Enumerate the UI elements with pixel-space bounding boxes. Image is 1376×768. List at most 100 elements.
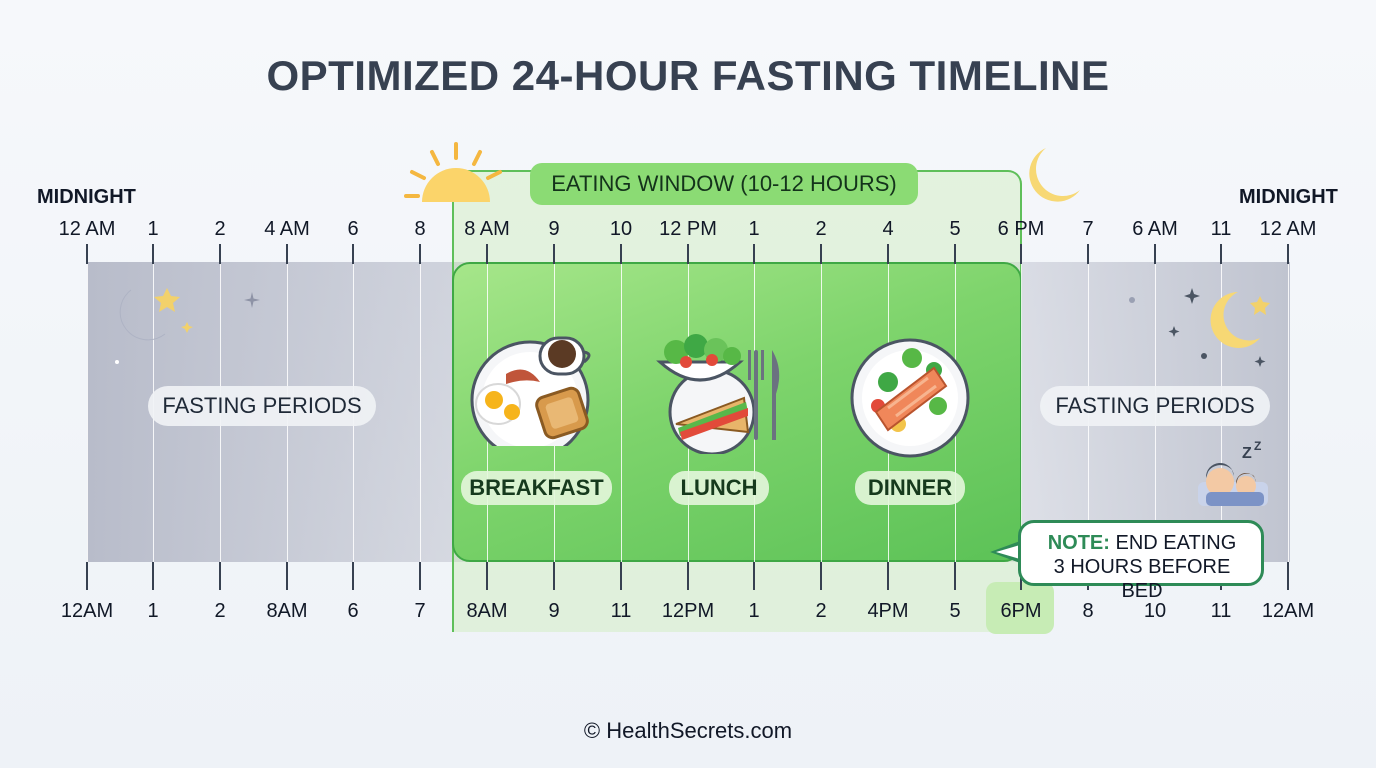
tick-mark <box>486 562 488 590</box>
top-tick-label: 11 <box>1210 218 1232 240</box>
bottom-tick-label: 2 <box>815 600 827 622</box>
footer-credit: © HealthSecrets.com <box>583 718 793 743</box>
fasting-periods-left: FASTING PERIODS <box>148 386 376 426</box>
gridline <box>87 262 88 562</box>
top-tick-label: 12 AM <box>1259 218 1317 240</box>
note-prefix: NOTE: <box>1047 532 1110 554</box>
gridline <box>420 262 421 562</box>
note-callout: NOTE: END EATING 3 HOURS BEFORE BED <box>1018 520 1264 602</box>
gridline <box>821 262 822 562</box>
sparkle-icon <box>244 292 260 308</box>
tick-mark <box>486 244 488 264</box>
tick-mark <box>553 244 555 264</box>
dinner-icon <box>850 338 970 458</box>
top-tick-label: 10 <box>609 218 633 240</box>
tick-mark <box>1287 244 1289 264</box>
tick-mark <box>620 562 622 590</box>
gridline <box>1021 262 1022 562</box>
top-tick-label: 8 <box>414 218 426 240</box>
bottom-tick-label: 5 <box>949 600 961 622</box>
night-moon-left-icon <box>115 288 193 364</box>
bottom-tick-label: 8 <box>1082 600 1094 622</box>
eating-window-label: EATING WINDOW (10-12 HOURS) <box>530 163 918 205</box>
dinner-label: DINNER <box>855 471 965 505</box>
tick-mark <box>820 244 822 264</box>
top-tick-label: 2 <box>815 218 827 240</box>
page-title: OPTIMIZED 24-HOUR FASTING TIMELINE <box>266 52 1110 99</box>
note-line2: 3 HOURS BEFORE BED <box>1053 556 1231 602</box>
moon-icon <box>1029 148 1080 202</box>
gridline <box>1288 262 1289 562</box>
tick-mark <box>152 562 154 590</box>
bottom-tick-label: 4PM <box>867 600 909 622</box>
six-pm-highlight <box>986 582 1054 634</box>
top-tick-label: 6 AM <box>1132 218 1178 240</box>
top-tick-label: 1 <box>147 218 159 240</box>
tick-mark <box>152 244 154 264</box>
tick-mark <box>352 244 354 264</box>
top-tick-label: 6 <box>347 218 359 240</box>
tick-mark <box>954 244 956 264</box>
tick-mark <box>887 244 889 264</box>
breakfast-label: BREAKFAST <box>461 471 612 505</box>
tick-mark <box>1154 244 1156 264</box>
tick-mark <box>620 244 622 264</box>
tick-mark <box>820 562 822 590</box>
tick-mark <box>86 562 88 590</box>
bottom-tick-label: 2 <box>214 600 226 622</box>
tick-mark <box>553 562 555 590</box>
tick-mark <box>352 562 354 590</box>
bottom-tick-label: 8AM <box>466 600 508 622</box>
top-tick-label: 8 AM <box>464 218 510 240</box>
bottom-tick-label: 9 <box>548 600 560 622</box>
lunch-icon <box>656 334 780 454</box>
lunch-label: LUNCH <box>669 471 769 505</box>
top-tick-label: 5 <box>949 218 961 240</box>
tick-mark <box>286 244 288 264</box>
tick-mark <box>687 562 689 590</box>
top-tick-label: 12 PM <box>659 218 717 240</box>
bottom-tick-label: 7 <box>414 600 426 622</box>
bottom-tick-label: 8AM <box>266 600 308 622</box>
tick-mark <box>887 562 889 590</box>
sun-icon <box>404 142 502 202</box>
tick-mark <box>419 562 421 590</box>
tick-mark <box>753 244 755 264</box>
bottom-tick-label: 6PM <box>1000 600 1042 622</box>
bottom-tick-label: 6 <box>347 600 359 622</box>
sleeping-person-icon: Z Z <box>1198 440 1268 506</box>
bottom-tick-label: 1 <box>147 600 159 622</box>
top-tick-label: 9 <box>548 218 560 240</box>
tick-mark <box>1287 562 1289 590</box>
bottom-tick-label: 11 <box>1210 600 1232 622</box>
note-line1: END EATING <box>1115 532 1237 554</box>
tick-mark <box>419 244 421 264</box>
bottom-tick-label: 12AM <box>60 600 114 622</box>
tick-mark <box>86 244 88 264</box>
bottom-tick-label: 12AM <box>1261 600 1315 622</box>
tick-mark <box>1220 244 1222 264</box>
top-tick-label: 4 <box>882 218 894 240</box>
top-tick-label: 12 AM <box>58 218 116 240</box>
top-tick-label: 4 AM <box>264 218 310 240</box>
bottom-tick-label: 10 <box>1143 600 1167 622</box>
midnight-label-left: MIDNIGHT <box>37 186 136 208</box>
midnight-label-right: MIDNIGHT <box>1239 186 1338 208</box>
svg-text:Z: Z <box>1254 440 1261 453</box>
bottom-tick-label: 11 <box>610 600 632 622</box>
bottom-tick-label: 12PM <box>661 600 715 622</box>
tick-mark <box>286 562 288 590</box>
top-tick-label: 1 <box>748 218 760 240</box>
bottom-tick-label: 1 <box>748 600 760 622</box>
tick-mark <box>687 244 689 264</box>
tick-mark <box>954 562 956 590</box>
tick-mark <box>1087 244 1089 264</box>
top-tick-label: 6 PM <box>997 218 1045 240</box>
tick-mark <box>1020 244 1022 264</box>
night-moon-right-icon <box>1168 288 1270 367</box>
top-tick-label: 2 <box>214 218 226 240</box>
tick-mark <box>219 562 221 590</box>
tick-mark <box>753 562 755 590</box>
star-dot-icon <box>1129 297 1135 303</box>
top-tick-label: 7 <box>1082 218 1094 240</box>
